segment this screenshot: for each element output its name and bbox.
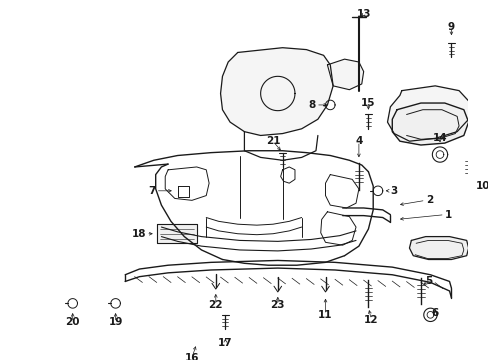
Text: 11: 11 <box>318 310 332 320</box>
Text: 7: 7 <box>148 186 155 196</box>
Text: 19: 19 <box>108 318 122 328</box>
Text: 4: 4 <box>354 136 362 146</box>
Text: 18: 18 <box>131 229 146 239</box>
Text: 1: 1 <box>444 210 451 220</box>
Text: 21: 21 <box>265 136 280 146</box>
Text: 13: 13 <box>356 9 370 19</box>
Polygon shape <box>386 86 469 141</box>
Text: 10: 10 <box>475 181 488 191</box>
Polygon shape <box>220 48 332 135</box>
Text: 5: 5 <box>424 276 431 287</box>
Text: 2: 2 <box>425 195 432 205</box>
Polygon shape <box>156 224 196 243</box>
Text: 20: 20 <box>65 318 80 328</box>
Text: 14: 14 <box>432 133 447 143</box>
Text: 16: 16 <box>184 353 199 360</box>
Polygon shape <box>408 237 468 260</box>
Text: 8: 8 <box>308 100 315 110</box>
Text: 15: 15 <box>361 98 375 108</box>
Polygon shape <box>327 59 363 90</box>
Text: 9: 9 <box>447 22 454 32</box>
Text: 23: 23 <box>270 300 285 310</box>
Text: 22: 22 <box>208 300 223 310</box>
Text: 17: 17 <box>218 338 232 348</box>
Text: 3: 3 <box>389 186 397 196</box>
Text: 12: 12 <box>363 315 378 325</box>
Polygon shape <box>391 103 468 145</box>
Text: 6: 6 <box>431 308 438 318</box>
